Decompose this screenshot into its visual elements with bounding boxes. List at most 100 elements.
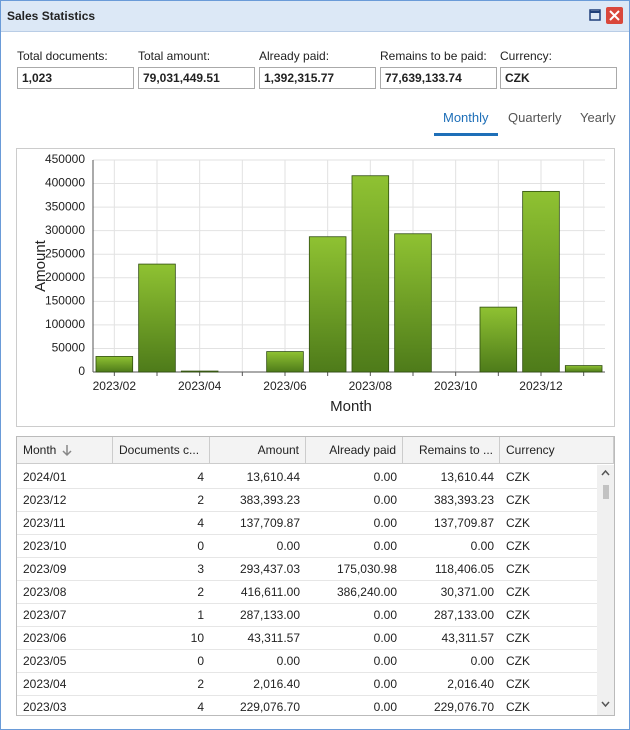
- field-label: Already paid:: [259, 49, 330, 63]
- cell: 2023/06: [17, 627, 113, 650]
- cell: 0.00: [306, 627, 403, 650]
- cell: 2023/05: [17, 650, 113, 673]
- chart: Month Amount 0 50000 100000 150000 200000 250…: [32, 152, 605, 415]
- x-tick-label: 2023/04: [178, 379, 222, 393]
- x-tick-label: 2023/10: [434, 379, 478, 393]
- column-header[interactable]: Month: [17, 437, 113, 464]
- field-label: Remains to be paid:: [380, 49, 487, 63]
- chart-panel: Month Amount 0 50000 100000 150000 200000 250…: [16, 148, 615, 427]
- x-tick-label: 2023/12: [519, 379, 563, 393]
- bar: [95, 356, 134, 373]
- cell: 287,133.00: [403, 604, 500, 627]
- cell: 2023/08: [17, 581, 113, 604]
- close-button[interactable]: [606, 7, 623, 24]
- cell: 0.00: [306, 673, 403, 696]
- cell: 13,610.44: [403, 466, 500, 489]
- cell: 0.00: [210, 535, 306, 558]
- cell: 13,610.44: [210, 466, 306, 489]
- bar: [266, 351, 304, 373]
- cell: 0: [113, 650, 210, 673]
- cell: 0.00: [306, 512, 403, 535]
- cell: CZK: [500, 558, 597, 581]
- cell: CZK: [500, 512, 597, 535]
- cell: CZK: [500, 696, 597, 715]
- cell: 383,393.23: [403, 489, 500, 512]
- y-tick-label: 200000: [45, 270, 85, 284]
- column-header[interactable]: Documents c...: [113, 437, 210, 464]
- cell: 2023/03: [17, 696, 113, 715]
- bar: [522, 190, 560, 373]
- field-input[interactable]: CZK: [500, 67, 617, 89]
- title-bar: Sales Statistics: [1, 1, 629, 32]
- cell: 10: [113, 627, 210, 650]
- cell: 0.00: [306, 696, 403, 715]
- tab-underline: [434, 133, 498, 136]
- cell: 2,016.40: [210, 673, 306, 696]
- y-tick-label: 150000: [45, 294, 85, 308]
- field-label: Total amount:: [138, 49, 211, 63]
- cell: 0.00: [306, 535, 403, 558]
- x-axis-label: Month: [330, 398, 372, 415]
- cell: 2023/04: [17, 673, 113, 696]
- y-tick-label: 300000: [45, 223, 85, 237]
- y-tick-label: 450000: [45, 152, 85, 166]
- cell: CZK: [500, 535, 597, 558]
- cell: 118,406.05: [403, 558, 500, 581]
- column-header[interactable]: Already paid: [306, 437, 403, 464]
- cell: 1: [113, 604, 210, 627]
- scrollbar[interactable]: [597, 465, 614, 715]
- maximize-button[interactable]: [588, 8, 602, 22]
- tab[interactable]: Yearly: [580, 110, 616, 125]
- cell: 43,311.57: [403, 627, 500, 650]
- x-tick-label: 2023/02: [93, 379, 137, 393]
- cell: 2023/07: [17, 604, 113, 627]
- cell: 0: [113, 535, 210, 558]
- cell: 0.00: [306, 489, 403, 512]
- cell: CZK: [500, 650, 597, 673]
- x-tick-label: 2023/06: [263, 379, 307, 393]
- scrollbar-graphic: [601, 469, 610, 708]
- field-input[interactable]: 77,639,133.74: [380, 67, 497, 89]
- tab[interactable]: Quarterly: [508, 110, 562, 125]
- field-label: Total documents:: [17, 49, 108, 63]
- data-grid: Month Documents c... Amount Already paid Rem…: [16, 436, 615, 716]
- cell: 0.00: [403, 535, 500, 558]
- cell: 137,709.87: [403, 512, 500, 535]
- cell: 0.00: [306, 466, 403, 489]
- cell: 2023/12: [17, 489, 113, 512]
- cell: CZK: [500, 581, 597, 604]
- field-input[interactable]: 1,392,315.77: [259, 67, 376, 89]
- cell: 175,030.98: [306, 558, 403, 581]
- column-header[interactable]: Amount: [210, 437, 306, 464]
- cell: 0.00: [306, 604, 403, 627]
- field-input[interactable]: 1,023: [17, 67, 134, 89]
- bar: [394, 233, 432, 373]
- cell: 30,371.00: [403, 581, 500, 604]
- bar: [180, 370, 219, 373]
- bar: [351, 175, 390, 373]
- cell: 0.00: [306, 650, 403, 673]
- bar: [564, 365, 603, 373]
- field-label: Currency:: [500, 49, 553, 63]
- sort-arrow: [62, 445, 72, 457]
- column-header[interactable]: Remains to ...: [403, 437, 500, 464]
- column-header[interactable]: Currency: [500, 437, 614, 464]
- cell: 2,016.40: [403, 673, 500, 696]
- cell: 386,240.00: [306, 581, 403, 604]
- cell: CZK: [500, 466, 597, 489]
- y-tick-label: 100000: [45, 317, 85, 331]
- cell: 2024/01: [17, 466, 113, 489]
- y-axis-label: Amount: [32, 239, 49, 292]
- cell: 3: [113, 558, 210, 581]
- cell: CZK: [500, 489, 597, 512]
- cell: 2023/10: [17, 535, 113, 558]
- cell: 2: [113, 489, 210, 512]
- field-input[interactable]: 79,031,449.51: [138, 67, 255, 89]
- y-tick-label: 0: [78, 364, 85, 378]
- cell: 0.00: [403, 650, 500, 673]
- cell: 229,076.70: [403, 696, 500, 715]
- tab[interactable]: Monthly: [443, 110, 489, 125]
- bar: [479, 306, 518, 373]
- cell: 2023/11: [17, 512, 113, 535]
